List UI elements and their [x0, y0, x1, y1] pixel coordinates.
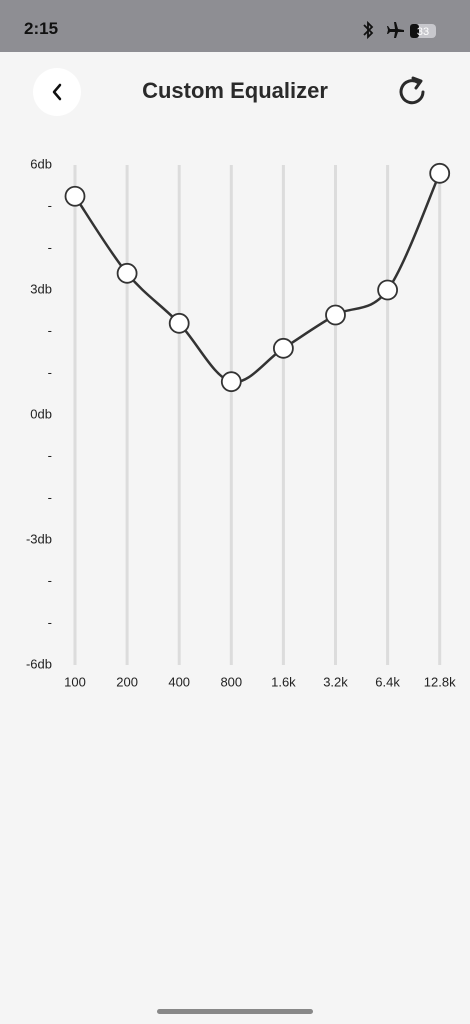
x-tick-label: 200: [116, 674, 138, 689]
y-tick-label: 6db: [30, 156, 52, 171]
reset-button[interactable]: [394, 74, 430, 110]
y-tick-label: -: [48, 573, 52, 588]
clock: 2:15: [24, 19, 59, 38]
eq-handle[interactable]: [272, 337, 294, 359]
y-tick-label: -: [48, 448, 52, 463]
airplane-icon: [387, 22, 404, 38]
status-bar: 2:15 33: [0, 0, 470, 52]
battery-text: 33: [417, 26, 429, 38]
eq-handle[interactable]: [168, 312, 190, 334]
x-tick-label: 1.6k: [271, 674, 296, 689]
eq-handle[interactable]: [116, 262, 138, 284]
eq-handle[interactable]: [377, 279, 399, 301]
y-tick-label: -: [48, 490, 52, 505]
y-tick-label: 3db: [30, 281, 52, 296]
eq-handle[interactable]: [429, 162, 451, 184]
y-tick-label: -3db: [26, 531, 52, 546]
eq-handle[interactable]: [220, 371, 242, 393]
page-title: Custom Equalizer: [142, 78, 328, 103]
equalizer-chart: 100 200 400 800 1.6k 3.2k 6.4k 12.8k6db--3db--0…: [26, 156, 456, 689]
x-tick-label: 3.2k: [323, 674, 348, 689]
y-tick-label: -: [48, 365, 52, 380]
y-tick-label: -: [48, 198, 52, 213]
back-button[interactable]: [33, 68, 81, 116]
y-tick-label: -: [48, 615, 52, 630]
eq-handle[interactable]: [325, 304, 346, 326]
bluetooth-icon: [363, 20, 374, 40]
battery-level: [410, 24, 419, 38]
status-icons: 33: [363, 20, 436, 40]
y-tick-label: -: [48, 323, 52, 338]
x-tick-label: 800: [220, 674, 242, 689]
x-tick-label: 400: [168, 674, 190, 689]
y-tick-label: 0db: [30, 406, 52, 421]
x-tick-label: 12.8k: [424, 674, 456, 689]
back-icon: [52, 83, 62, 101]
eq-handle[interactable]: [64, 185, 86, 207]
home-indicator: [157, 1009, 313, 1014]
x-tick-label: 6.4k: [375, 674, 400, 689]
y-tick-label: -6db: [26, 656, 52, 671]
y-tick-label: -: [48, 240, 52, 255]
x-tick-label: 100: [64, 674, 86, 689]
